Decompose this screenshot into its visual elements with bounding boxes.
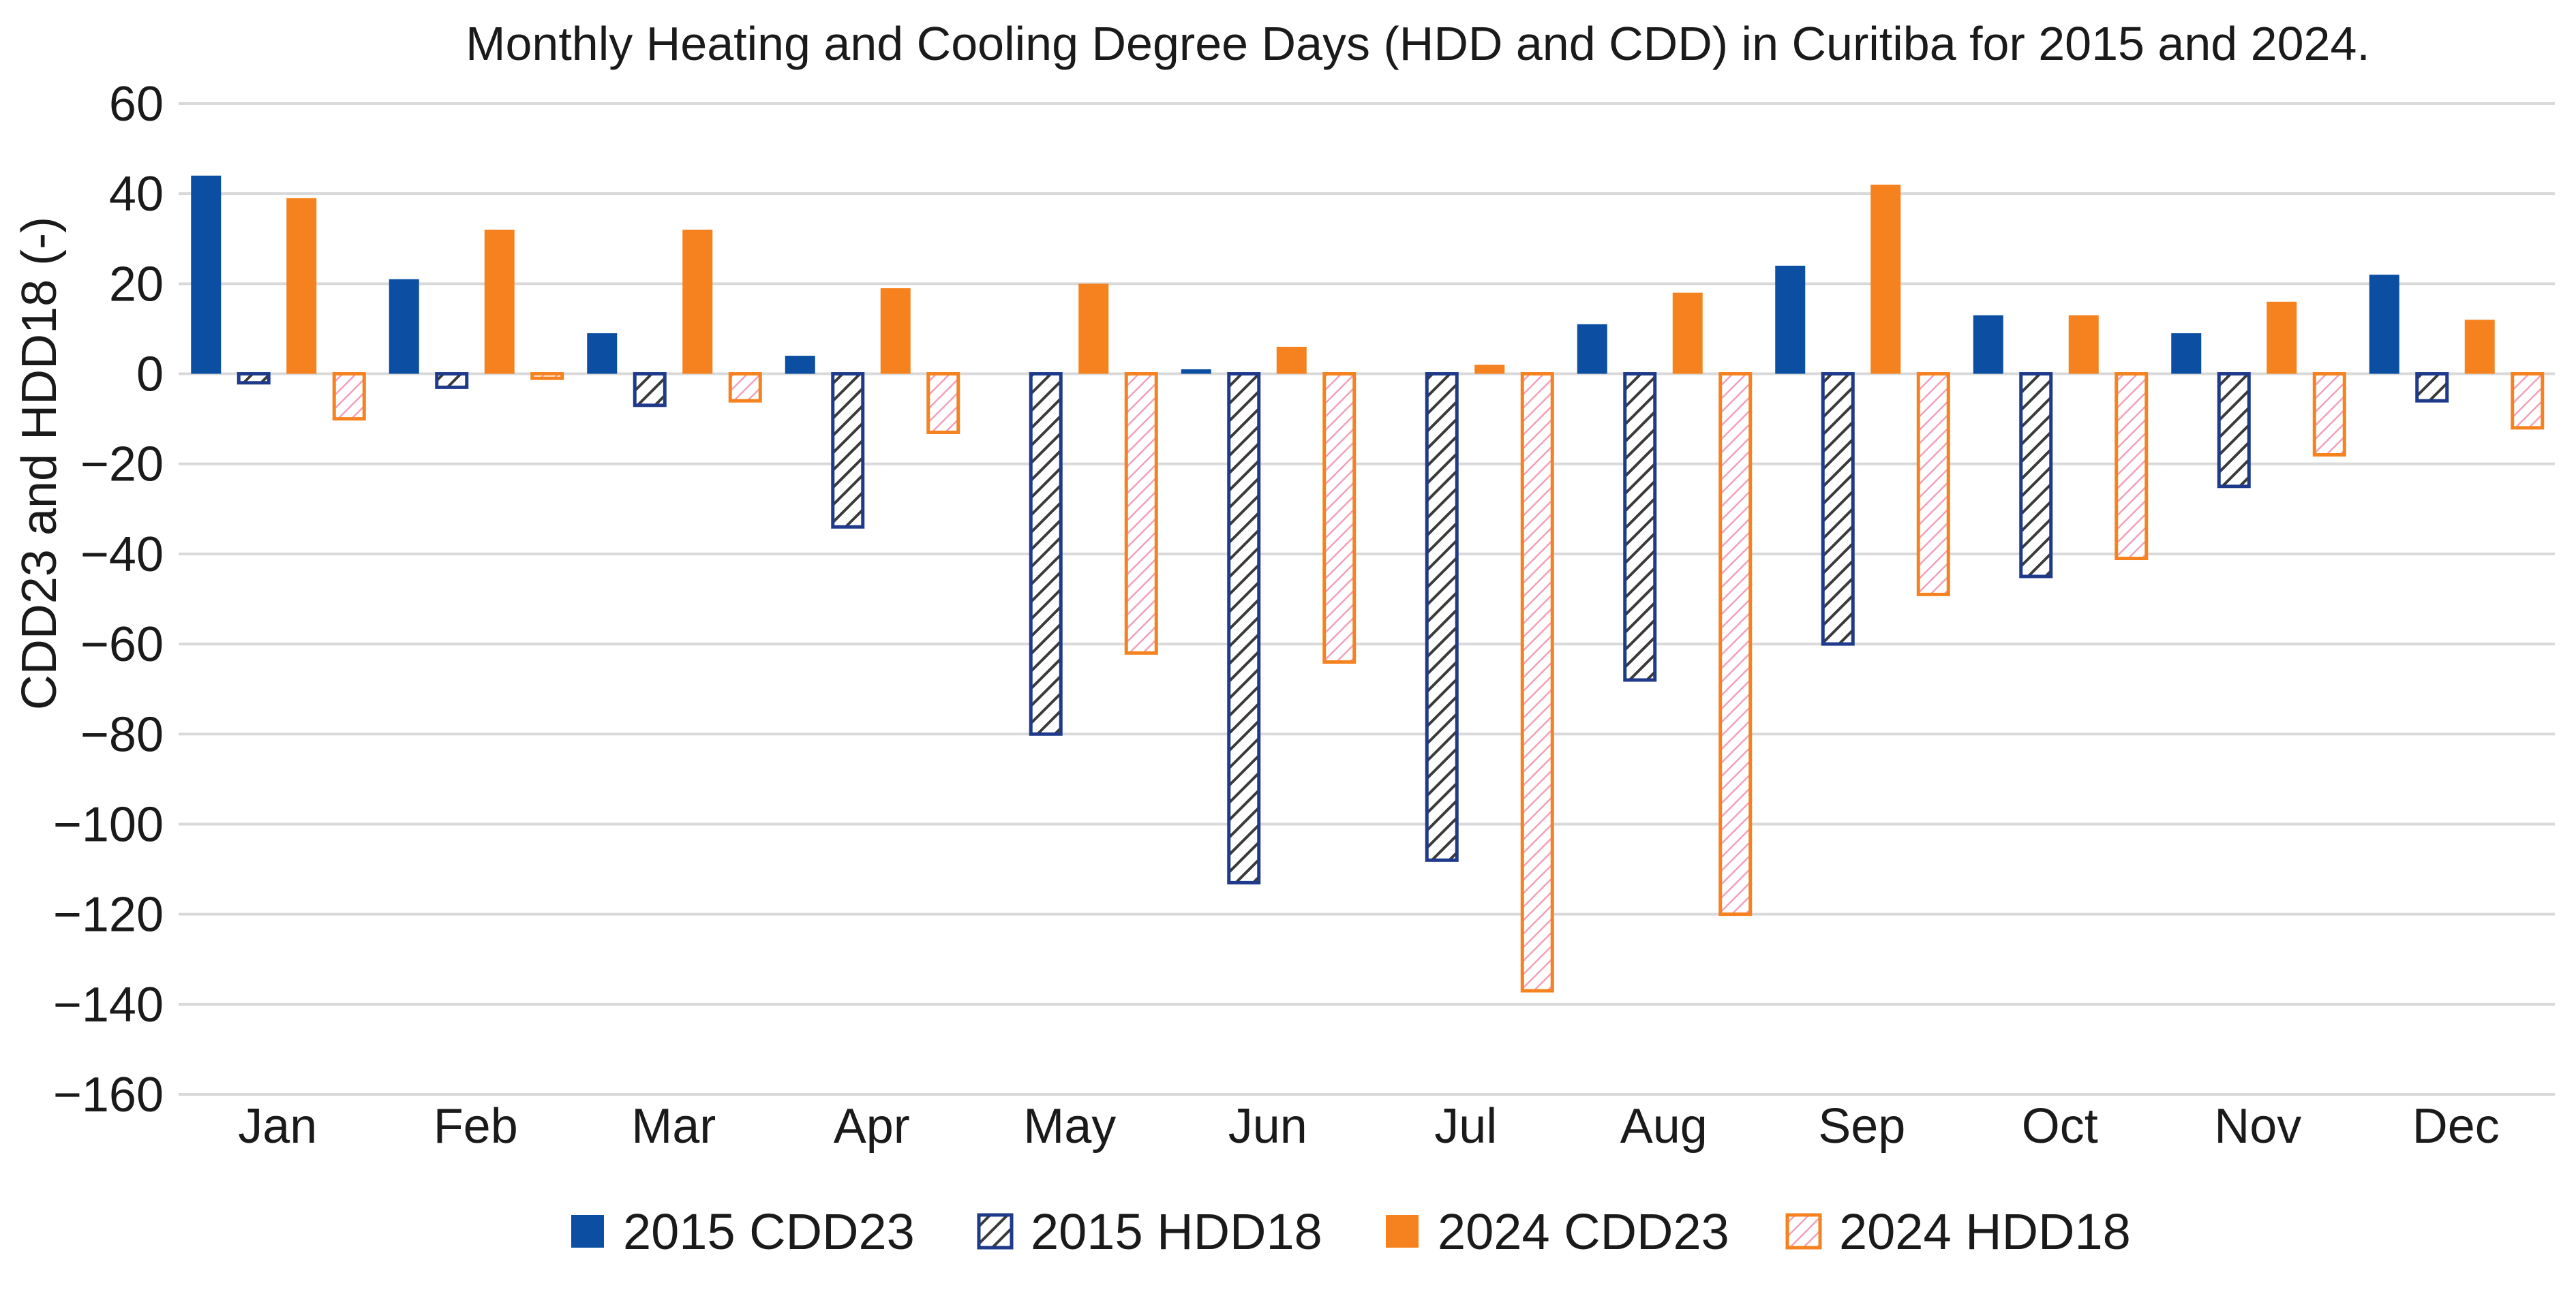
legend-item-3: 2024 HDD18 bbox=[1785, 1203, 2131, 1260]
x-tick-label: Feb bbox=[434, 1099, 518, 1154]
bar-2015-cdd23-dec bbox=[2369, 275, 2399, 374]
gridlines bbox=[179, 102, 2555, 1096]
legend-swatch bbox=[977, 1213, 1014, 1250]
chart-title: Monthly Heating and Cooling Degree Days … bbox=[466, 17, 2370, 70]
legend-item-2: 2024 CDD23 bbox=[1386, 1203, 1729, 1260]
bar-2015-cdd23-jan bbox=[191, 175, 222, 374]
y-tick-label: −120 bbox=[53, 888, 164, 942]
legend-label: 2015 CDD23 bbox=[623, 1203, 915, 1260]
bar-2015-cdd23-apr bbox=[785, 356, 815, 374]
bar-2024-hdd18-feb bbox=[530, 372, 564, 380]
y-tick-label: −140 bbox=[53, 978, 164, 1032]
legend-swatch bbox=[1785, 1213, 1822, 1250]
bar-2024-hdd18-apr bbox=[926, 372, 960, 434]
legend-label: 2015 HDD18 bbox=[1031, 1203, 1322, 1260]
y-tick-label: −80 bbox=[80, 707, 164, 762]
bar-2015-cdd23-mar bbox=[587, 333, 618, 374]
bar-2024-hdd18-mar bbox=[728, 372, 762, 403]
x-tick-label: Dec bbox=[2412, 1099, 2500, 1154]
bar-2015-hdd18-sep bbox=[1821, 372, 1855, 646]
bar-2024-hdd18-aug bbox=[1718, 372, 1753, 916]
bar-2024-cdd23-apr bbox=[880, 288, 911, 374]
bar-2015-cdd23-oct bbox=[1973, 315, 2003, 374]
bar-2015-cdd23-aug bbox=[1577, 324, 1607, 374]
x-tick-label: Sep bbox=[1818, 1099, 1905, 1154]
bar-2015-hdd18-mar bbox=[633, 372, 667, 407]
x-tick-label: Oct bbox=[2022, 1099, 2098, 1154]
legend: 2015 CDD23 2015 HDD18 2024 CDD23 2024 HDD18 bbox=[571, 1203, 2131, 1260]
legend-item-1: 2015 HDD18 bbox=[977, 1203, 1322, 1260]
bar-2024-hdd18-may bbox=[1124, 372, 1158, 655]
bar-2015-hdd18-jan bbox=[237, 372, 271, 385]
bar-2024-cdd23-sep bbox=[1870, 184, 1901, 374]
bar-2024-hdd18-sep bbox=[1916, 372, 1950, 596]
x-tick-label: Jun bbox=[1228, 1099, 1307, 1154]
y-axis-title: CDD23 and HDD18 (-) bbox=[12, 217, 67, 710]
x-tick-label: May bbox=[1023, 1099, 1116, 1154]
bar-2015-hdd18-feb bbox=[435, 372, 469, 389]
bar-2024-hdd18-nov bbox=[2312, 372, 2346, 457]
y-tick-label: 20 bbox=[109, 257, 164, 311]
bar-2015-hdd18-oct bbox=[2019, 372, 2053, 579]
bar-2015-hdd18-jun bbox=[1227, 372, 1261, 884]
bar-2015-hdd18-aug bbox=[1623, 372, 1657, 682]
x-tick-label: Mar bbox=[631, 1099, 716, 1154]
legend-item-0: 2015 CDD23 bbox=[571, 1203, 915, 1260]
x-tick-labels: Jan Feb Mar Apr May Jun Jul Aug Sep Oct Nov Dec bbox=[238, 1099, 2500, 1154]
bar-2024-cdd23-jul bbox=[1474, 365, 1505, 374]
bars bbox=[191, 175, 2545, 993]
legend-swatch bbox=[571, 1215, 604, 1248]
y-tick-label: 0 bbox=[136, 348, 164, 402]
legend-label: 2024 HDD18 bbox=[1839, 1203, 2131, 1260]
bar-2024-cdd23-jun bbox=[1276, 346, 1307, 374]
legend-label: 2024 CDD23 bbox=[1438, 1203, 1729, 1260]
bar-2024-cdd23-feb bbox=[484, 230, 515, 374]
bar-2024-cdd23-mar bbox=[682, 230, 713, 374]
bar-2015-hdd18-dec bbox=[2415, 372, 2449, 403]
x-tick-label: Jan bbox=[238, 1099, 317, 1154]
bar-2024-cdd23-oct bbox=[2068, 315, 2099, 374]
x-tick-label: Aug bbox=[1620, 1099, 1708, 1154]
bar-2024-hdd18-jun bbox=[1322, 372, 1357, 664]
bar-2015-cdd23-jun bbox=[1181, 369, 1211, 374]
y-tick-label: −20 bbox=[80, 437, 164, 492]
bar-2024-cdd23-jan bbox=[286, 198, 317, 374]
y-tick-label: 60 bbox=[109, 77, 164, 132]
bar-2024-hdd18-jul bbox=[1520, 372, 1554, 993]
y-tick-label: −60 bbox=[80, 617, 164, 672]
bar-2024-hdd18-dec bbox=[2511, 372, 2545, 430]
bar-2015-hdd18-nov bbox=[2217, 372, 2251, 489]
bar-2024-cdd23-dec bbox=[2464, 320, 2495, 374]
legend-swatch bbox=[1386, 1215, 1419, 1248]
bar-2015-cdd23-sep bbox=[1775, 265, 1806, 374]
y-tick-label: −100 bbox=[53, 797, 164, 852]
x-tick-label: Jul bbox=[1434, 1099, 1497, 1154]
x-tick-label: Apr bbox=[834, 1099, 910, 1154]
bar-2015-hdd18-apr bbox=[831, 372, 865, 529]
bar-2024-cdd23-may bbox=[1078, 283, 1109, 374]
x-tick-label: Nov bbox=[2214, 1099, 2301, 1154]
bar-2015-cdd23-nov bbox=[2171, 333, 2202, 374]
bar-2015-cdd23-feb bbox=[389, 279, 419, 374]
bar-2024-hdd18-jan bbox=[332, 372, 366, 421]
y-tick-label: 40 bbox=[109, 167, 164, 221]
bar-2024-hdd18-oct bbox=[2115, 372, 2149, 561]
bar-2015-hdd18-jul bbox=[1425, 372, 1459, 862]
y-tick-label: −40 bbox=[80, 527, 164, 582]
bar-2024-cdd23-aug bbox=[1672, 292, 1703, 374]
y-tick-label: −160 bbox=[53, 1068, 164, 1122]
bar-2024-cdd23-nov bbox=[2267, 301, 2297, 374]
bar-2015-hdd18-may bbox=[1029, 372, 1063, 736]
y-tick-labels: 60 40 20 0 −20 −40 −60 −80 −100 −120 −140 −160 bbox=[53, 77, 164, 1122]
